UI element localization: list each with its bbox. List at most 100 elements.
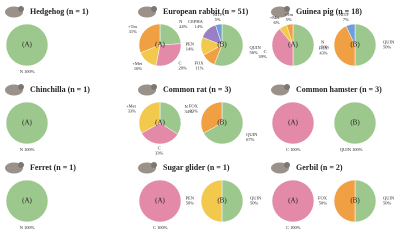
slice-value: 50% xyxy=(383,45,392,50)
pie-slice xyxy=(354,23,377,67)
slice-value: 31% xyxy=(129,29,138,34)
animal-icon xyxy=(151,162,157,168)
slice-value: 67% xyxy=(246,137,255,142)
slice-value: 34% xyxy=(185,109,194,114)
pie-label: (A) xyxy=(155,119,165,127)
pie-slice xyxy=(333,101,377,145)
slice-name: CEPHA xyxy=(188,19,204,24)
slice-value: 56% xyxy=(250,50,258,55)
slice-value: 11% xyxy=(195,66,203,71)
slice-name: FOX xyxy=(318,196,328,201)
slice-value: 100% xyxy=(157,225,168,230)
animal-icon xyxy=(151,84,157,90)
slice-name: N xyxy=(179,19,183,24)
slice-value: 50% xyxy=(250,201,259,206)
pie-label: (B) xyxy=(217,119,227,127)
slice-value: 5% xyxy=(286,17,292,22)
slice-name: QUIN xyxy=(383,196,395,201)
slice-name: +Tm xyxy=(284,12,293,17)
slice-value: 29% xyxy=(179,66,188,71)
pie-slice xyxy=(354,179,377,223)
panel-title: Gerbil (n = 2) xyxy=(296,163,343,172)
slice-value: 6% xyxy=(274,20,280,25)
pie-slice xyxy=(155,43,182,67)
animal-icon xyxy=(18,6,24,12)
slice-name: FOX xyxy=(194,61,204,66)
slice-name: QUIN xyxy=(250,196,262,201)
pie-label: (A) xyxy=(22,41,32,49)
pie-label: (A) xyxy=(155,197,165,205)
panel-title: Chinchilla (n = 1) xyxy=(30,85,90,94)
slice-value: 50% xyxy=(186,201,195,206)
slice-value: 16% xyxy=(134,66,143,71)
panel-title: Ferret (n = 1) xyxy=(30,163,76,172)
slice-name: NITF xyxy=(339,12,349,17)
slice-value: 50% xyxy=(321,45,330,50)
slice-value: 33% xyxy=(190,108,199,113)
pie-slice xyxy=(5,23,49,67)
slice-value: 39% xyxy=(258,54,267,59)
pie-slice xyxy=(138,101,161,134)
panel: Sugar glider (n = 1)C 100%(A) QUIN50%PEN50… xyxy=(138,162,262,230)
slice-name: QUIN xyxy=(340,147,352,152)
slice-name: C xyxy=(179,61,182,66)
slice-value: 100% xyxy=(290,225,301,230)
slice-name: C xyxy=(158,146,161,151)
slice-name: QUIN xyxy=(383,40,395,45)
slice-value: 100% xyxy=(352,147,363,152)
slice-name: PEN xyxy=(186,41,195,46)
slice-name: QUIN xyxy=(246,132,258,137)
panel: Guinea pig (n = 18)N50%C39%+Met6%+Tm5%(A… xyxy=(258,6,395,67)
pie-label: (A) xyxy=(22,119,32,127)
slice-name: C xyxy=(286,225,289,230)
pie-slice xyxy=(213,23,244,67)
pie-slice xyxy=(138,23,161,54)
pie-slice xyxy=(292,23,315,67)
slice-name: C xyxy=(286,147,289,152)
slice-name: N xyxy=(20,225,24,230)
slice-name: NITF xyxy=(213,12,223,17)
slice-value: 100% xyxy=(24,69,35,74)
pie-label: (B) xyxy=(217,197,227,205)
panel: Ferret (n = 1) N 100% (A) xyxy=(5,162,76,230)
pie-label: (A) xyxy=(288,197,298,205)
slice-name: +Tm xyxy=(128,24,137,29)
pie-slice xyxy=(215,23,223,46)
slice-name: +Met xyxy=(126,103,137,108)
animal-icon xyxy=(151,6,157,12)
pie-label: (B) xyxy=(217,41,227,49)
panel: Common rat (n = 3)N34%C33%+Met33%(A)QUIN… xyxy=(126,84,258,156)
pie-slice xyxy=(203,101,244,145)
pie-label: (A) xyxy=(288,119,298,127)
slice-name: C xyxy=(264,49,267,54)
pie-slice xyxy=(159,23,182,46)
slice-name: FOX xyxy=(319,46,329,51)
animal-icon xyxy=(18,84,24,90)
pie-slice xyxy=(5,101,49,145)
panel-title: Hedgehog (n = 1) xyxy=(30,7,89,16)
slice-name: C xyxy=(153,225,156,230)
pie-label: (A) xyxy=(22,197,32,205)
animal-icon xyxy=(284,162,290,168)
panel-title: Common rat (n = 3) xyxy=(163,85,231,94)
pie-slice xyxy=(271,28,294,67)
slice-value: 50% xyxy=(319,201,328,206)
panel-title: Guinea pig (n = 18) xyxy=(296,7,362,16)
slice-value: 100% xyxy=(24,225,35,230)
pie-slice xyxy=(200,179,223,223)
pie-slice xyxy=(333,179,356,223)
slice-name: N xyxy=(20,69,24,74)
panel: Chinchilla (n = 1) N 100% (A) xyxy=(5,84,90,152)
pie-slice xyxy=(286,23,294,46)
pie-slice xyxy=(271,179,315,223)
panel-title: Common hamster (n = 3) xyxy=(296,85,382,94)
figure: Hedgehog (n = 1)N 100%(A)European rabbit … xyxy=(5,6,395,230)
pie-slice xyxy=(271,101,315,145)
pie-label: (A) xyxy=(288,41,298,49)
panel-title: Sugar glider (n = 1) xyxy=(163,163,230,172)
slice-name: QUIN xyxy=(250,45,262,50)
slice-name: +Met xyxy=(270,15,281,20)
pie-slice xyxy=(138,179,182,223)
slice-name: N xyxy=(321,40,325,45)
